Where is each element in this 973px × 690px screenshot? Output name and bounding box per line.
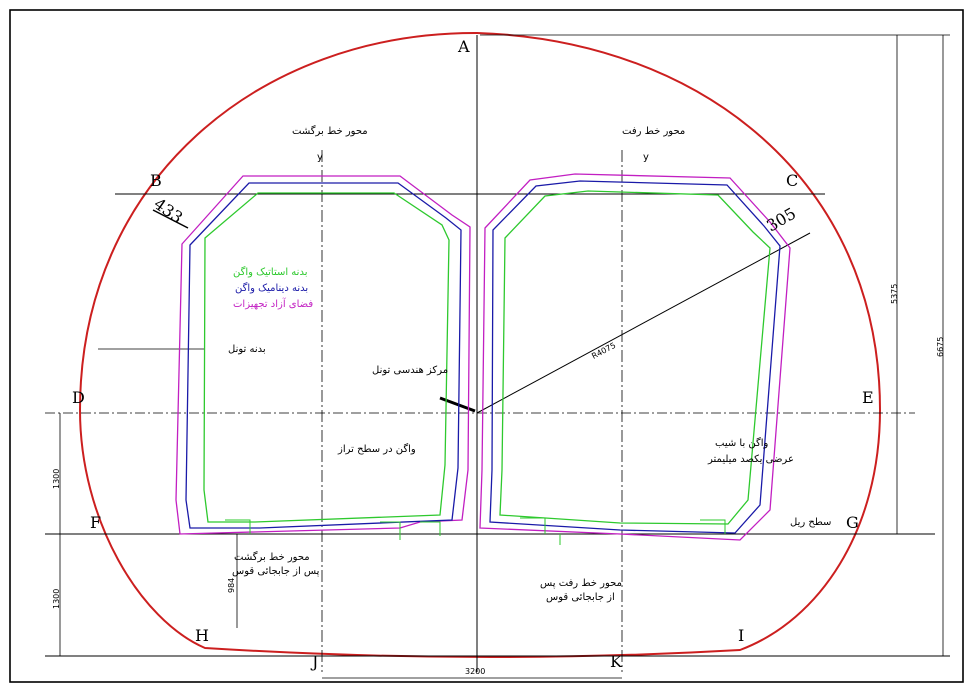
- point-a: A: [457, 37, 470, 56]
- go-after-curve-label-2: از جابجائی قوس: [546, 592, 615, 603]
- wagon-slope-label-1: واگن با شیب: [715, 437, 769, 449]
- return-after-curve-label-1: محور خط برگشت: [234, 551, 310, 563]
- rail-level-label: سطح ریل: [790, 517, 831, 528]
- dim-1300a-text: 1300: [52, 469, 61, 489]
- right-dynamic-profile: [489, 180, 781, 534]
- wagon-level-label: واگن در سطح تراز: [337, 443, 416, 455]
- go-after-curve-label-1: محور خط رفت پس: [540, 578, 622, 589]
- dim-305-text: 305: [763, 204, 799, 236]
- right-static-profile: [499, 190, 771, 525]
- point-i: I: [738, 626, 744, 645]
- left-clearance-profile: [175, 175, 471, 535]
- point-b: B: [150, 171, 162, 190]
- dim-984-text: 984: [227, 578, 236, 593]
- point-d: D: [72, 388, 85, 407]
- left-static-profile: [203, 192, 450, 523]
- point-k: K: [610, 652, 623, 671]
- dim-5375-text: 5375: [890, 284, 899, 304]
- y-left-label: y: [317, 152, 323, 163]
- dim-6675-text: 6675: [936, 337, 945, 357]
- center-leader: [439, 396, 476, 413]
- legend-static: بدنه استاتیک واگن: [233, 266, 308, 278]
- wagon-slope-label-2: عرضی یکصد میلیمتر: [707, 454, 794, 465]
- tunnel-body-label: بدنه تونل: [228, 344, 266, 355]
- radius-line: [476, 232, 811, 414]
- geometric-center-label: مرکز هندسی تونل: [372, 365, 448, 376]
- left-dynamic-profile: [185, 182, 462, 529]
- point-j: J: [310, 652, 318, 671]
- go-axis-label: محور خط رفت: [622, 126, 685, 137]
- dim-433-line: [152, 209, 189, 229]
- dim-433-text: 433: [150, 194, 186, 227]
- point-g: G: [846, 513, 859, 532]
- rail-level-detail-right: [520, 517, 726, 545]
- point-f: F: [90, 513, 101, 532]
- return-axis-label: محور خط برگشت: [292, 125, 368, 137]
- legend-dynamic: بدنه دینامیک واگن: [235, 282, 308, 294]
- y-right-label: y: [643, 152, 649, 163]
- point-h: H: [195, 626, 209, 645]
- dim-3200-text: 3200: [465, 667, 485, 676]
- right-clearance-profile: [479, 173, 791, 541]
- tunnel-outline: [78, 31, 882, 659]
- dim-1300b-text: 1300: [52, 589, 61, 609]
- point-e: E: [862, 388, 874, 407]
- rail-level-detail-left: [225, 519, 441, 540]
- return-after-curve-label-2: پس از جابجائی قوس: [232, 566, 320, 577]
- radius-text: R4075: [590, 341, 617, 361]
- point-c: C: [786, 171, 798, 190]
- drawing-border: [9, 9, 964, 683]
- legend-clearance: فضای آزاد تجهیزات: [233, 297, 313, 310]
